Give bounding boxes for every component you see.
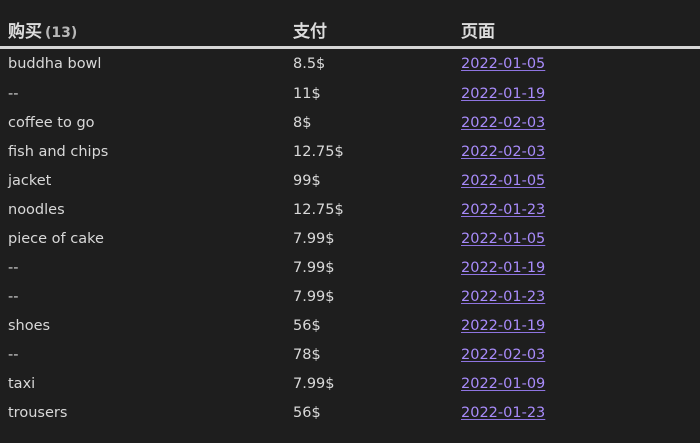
row-count: (13) [45,24,78,41]
purchases-table: 购买 (13) 支付 页面 buddha bowl 8.5$ 2022-01-05… [0,0,700,428]
page-cell: 2022-01-09 [453,370,700,399]
item-cell: trousers [8,405,68,421]
page-link[interactable]: 2022-01-05 [461,231,546,247]
page-link[interactable]: 2022-01-05 [461,56,546,72]
item-cell: taxi [8,376,36,392]
page-link[interactable]: 2022-02-03 [461,115,546,131]
table-row: -- 7.99$ 2022-01-19 [0,254,700,283]
item-cell: shoes [8,318,51,334]
table-body: buddha bowl 8.5$ 2022-01-05 -- 11$ 2022-… [0,47,700,428]
page-link[interactable]: 2022-02-03 [461,144,546,160]
item-cell: -- [8,86,19,102]
item-cell: -- [8,260,19,276]
page-cell: 2022-01-19 [453,312,700,341]
page-cell: 2022-01-19 [453,254,700,283]
table-row: -- 78$ 2022-02-03 [0,341,700,370]
page-cell: 2022-01-05 [453,47,700,80]
paid-cell: 7.99$ [293,260,335,276]
column-header-item-label: 购买 [8,21,42,42]
paid-cell: 7.99$ [293,376,335,392]
page-link[interactable]: 2022-01-23 [461,405,546,421]
page-cell: 2022-02-03 [453,138,700,167]
item-cell: -- [8,347,19,363]
table-row: -- 11$ 2022-01-19 [0,80,700,109]
table-row: fish and chips 12.75$ 2022-02-03 [0,138,700,167]
page-link[interactable]: 2022-01-19 [461,260,546,276]
header-row: 购买 (13) 支付 页面 [0,0,700,49]
purchases-table-container: 购买 (13) 支付 页面 buddha bowl 8.5$ 2022-01-05… [0,0,700,428]
page-cell: 2022-01-05 [453,225,700,254]
column-header-page-label: 页面 [461,21,495,42]
page-link[interactable]: 2022-01-19 [461,318,546,334]
page-cell: 2022-01-05 [453,167,700,196]
page-cell: 2022-01-23 [453,399,700,428]
paid-cell: 8.5$ [293,56,326,72]
table-row: -- 7.99$ 2022-01-23 [0,283,700,312]
table-row: coffee to go 8$ 2022-02-03 [0,109,700,138]
page-link[interactable]: 2022-01-19 [461,86,546,102]
page-cell: 2022-01-23 [453,196,700,225]
page-cell: 2022-01-19 [453,80,700,109]
page-link[interactable]: 2022-01-09 [461,376,546,392]
page-link[interactable]: 2022-01-05 [461,173,546,189]
table-row: trousers 56$ 2022-01-23 [0,399,700,428]
paid-cell: 99$ [293,173,321,189]
item-cell: -- [8,289,19,305]
paid-cell: 8$ [293,115,312,131]
item-cell: noodles [8,202,65,218]
paid-cell: 7.99$ [293,231,335,247]
paid-cell: 56$ [293,405,321,421]
paid-cell: 12.75$ [293,144,344,160]
table-row: shoes 56$ 2022-01-19 [0,312,700,341]
paid-cell: 7.99$ [293,289,335,305]
item-cell: coffee to go [8,115,95,131]
column-header-paid[interactable]: 支付 [285,0,453,49]
paid-cell: 78$ [293,347,321,363]
column-header-paid-label: 支付 [293,21,327,42]
table-row: piece of cake 7.99$ 2022-01-05 [0,225,700,254]
table-header: 购买 (13) 支付 页面 [0,0,700,49]
page-cell: 2022-01-23 [453,283,700,312]
table-row: jacket 99$ 2022-01-05 [0,167,700,196]
table-row: taxi 7.99$ 2022-01-09 [0,370,700,399]
column-header-page[interactable]: 页面 [453,0,700,49]
paid-cell: 12.75$ [293,202,344,218]
page-link[interactable]: 2022-01-23 [461,202,546,218]
paid-cell: 11$ [293,86,321,102]
page-link[interactable]: 2022-01-23 [461,289,546,305]
page-cell: 2022-02-03 [453,341,700,370]
table-row: noodles 12.75$ 2022-01-23 [0,196,700,225]
page-cell: 2022-02-03 [453,109,700,138]
item-cell: jacket [8,173,52,189]
item-cell: fish and chips [8,144,109,160]
item-cell: buddha bowl [8,56,102,72]
page-link[interactable]: 2022-02-03 [461,347,546,363]
item-cell: piece of cake [8,231,104,247]
column-header-item[interactable]: 购买 (13) [0,0,285,49]
paid-cell: 56$ [293,318,321,334]
table-row: buddha bowl 8.5$ 2022-01-05 [0,47,700,80]
